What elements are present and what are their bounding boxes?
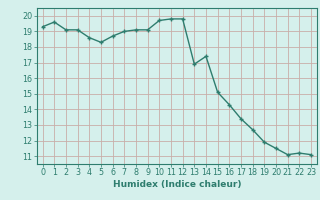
X-axis label: Humidex (Indice chaleur): Humidex (Indice chaleur) — [113, 180, 241, 189]
